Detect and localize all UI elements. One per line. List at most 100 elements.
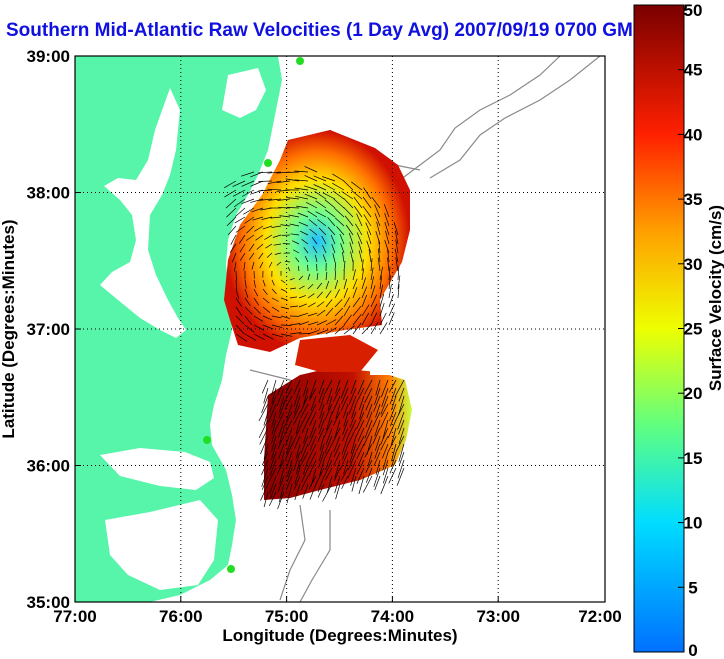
velocity-arrow [308,459,317,477]
velocity-arrow [371,196,381,209]
velocity-arrow [285,171,300,173]
velocity-arrow [271,387,277,404]
velocity-arrow [352,269,356,281]
velocity-arrow [364,443,373,458]
velocity-arrow [273,243,282,246]
velocity-arrow [289,223,300,227]
colorbar-label: Surface Velocity (cm/s) [706,205,724,391]
velocity-arrow [309,419,317,438]
velocity-arrow [300,443,309,462]
velocity-arrow [350,467,357,486]
velocity-arrow [378,239,381,254]
velocity-arrow [287,267,291,272]
velocity-arrow [241,180,255,187]
velocity-arrow [291,427,301,446]
colorbar-tick-label: 20 [684,384,703,403]
velocity-arrow [235,306,243,317]
velocity-arrow [241,189,255,197]
velocity-arrow [356,467,365,484]
velocity-arrow [317,483,325,498]
velocity-arrow [397,459,405,479]
velocity-arrow [275,411,285,429]
velocity-arrow [370,258,373,272]
velocity-arrow [298,451,309,470]
velocity-arrow [350,379,357,394]
velocity-arrow [304,175,318,182]
velocity-arrow [258,189,273,192]
velocity-arrow [363,427,373,446]
velocity-arrow [309,411,317,426]
velocity-arrow [374,443,381,459]
velocity-arrow [370,303,378,317]
velocity-arrow [276,387,285,407]
velocity-arrow [307,302,316,308]
velocity-arrow [373,395,381,412]
velocity-arrow [268,403,277,423]
y-tick-label: 36:00 [27,457,70,476]
velocity-arrow [380,475,389,495]
velocity-arrow [382,419,389,439]
delaware-bay [222,68,266,118]
velocity-arrow [352,287,358,299]
velocity-arrow [307,321,319,326]
velocity-arrow [388,467,397,484]
velocity-arrow [365,459,373,473]
velocity-arrow [316,320,328,326]
velocity-arrow [343,305,351,317]
velocity-arrow [398,395,405,415]
velocity-arrow [235,225,246,233]
velocity-arrow [379,275,383,290]
velocity-arrow [383,204,390,218]
velocity-arrow [307,451,317,469]
velocity-arrow [276,261,282,266]
velocity-arrow [303,459,309,475]
velocity-arrow [271,315,282,319]
velocity-arrow [359,403,365,420]
velocity-arrow [279,427,285,445]
velocity-arrow [384,221,390,236]
velocity-arrow [333,451,341,466]
velocity-arrow [258,252,264,260]
velocity-arrow [261,475,269,490]
velocity-arrow [269,395,277,413]
velocity-arrow [379,266,384,281]
chesapeake-bay [100,88,186,338]
y-axis-label: Latitude (Degrees:Minutes) [0,219,18,438]
velocity-arrow [266,252,273,258]
velocity-arrow [382,459,389,476]
velocity-arrow [307,329,320,335]
velocity-arrow [235,297,242,307]
velocity-arrow [347,451,357,471]
velocity-arrow [355,435,365,452]
velocity-arrow [352,305,362,317]
velocity-arrow [341,387,349,404]
velocity-arrow [235,288,239,299]
velocity-arrow [316,301,325,308]
x-tick-label: 75:00 [265,607,308,626]
velocity-arrow [277,379,285,396]
velocity-arrow [388,303,396,317]
velocity-arrow [357,427,365,442]
velocity-arrow [253,297,260,306]
velocity-arrow [244,297,251,306]
velocity-arrow [334,459,341,479]
velocity-arrow [294,187,309,191]
velocity-arrow [248,252,255,260]
velocity-arrow [258,180,273,182]
velocity-arrow [298,312,309,317]
velocity-arrow [307,312,318,317]
velocity-arrow [351,190,363,200]
velocity-arrow [379,293,385,308]
velocity-arrow [377,257,381,272]
velocity-arrow [277,475,285,493]
velocity-arrow [331,427,341,446]
velocity-arrow [297,265,300,272]
velocity-arrow [293,403,301,420]
velocity-arrow [284,260,291,263]
velocity-arrow [325,271,328,281]
velocity-arrow [319,403,325,419]
velocity-arrow [356,459,365,475]
velocity-arrow [373,467,381,487]
velocity-arrow [295,257,300,263]
velocity-arrow [244,306,253,315]
